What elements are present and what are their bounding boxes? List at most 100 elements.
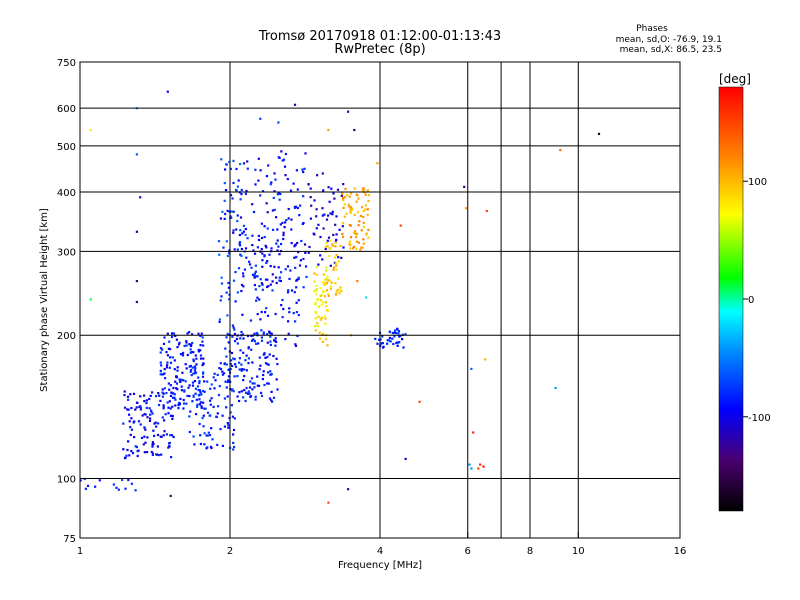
data-point bbox=[319, 235, 322, 239]
data-point bbox=[146, 436, 149, 439]
data-point bbox=[259, 318, 262, 321]
data-point bbox=[341, 192, 344, 195]
data-point bbox=[264, 362, 268, 365]
data-point bbox=[243, 368, 246, 371]
data-point bbox=[242, 351, 245, 354]
data-point bbox=[266, 278, 269, 281]
data-point bbox=[202, 344, 205, 347]
y-tick-label: 75 bbox=[63, 534, 76, 545]
data-point bbox=[180, 389, 183, 392]
data-point bbox=[364, 204, 367, 207]
data-point bbox=[139, 405, 142, 408]
data-point bbox=[276, 388, 279, 391]
data-point bbox=[221, 444, 224, 447]
data-point bbox=[352, 247, 355, 250]
data-point bbox=[244, 233, 247, 236]
data-point bbox=[237, 267, 241, 270]
data-point bbox=[290, 218, 293, 221]
data-point bbox=[343, 203, 346, 206]
data-point bbox=[362, 221, 365, 224]
data-point bbox=[321, 290, 325, 293]
data-point bbox=[255, 275, 258, 278]
data-point bbox=[250, 377, 254, 380]
data-point bbox=[376, 342, 379, 345]
data-point bbox=[337, 256, 340, 259]
data-point bbox=[144, 441, 147, 444]
data-point bbox=[239, 337, 242, 340]
data-point bbox=[272, 228, 275, 231]
data-point bbox=[378, 338, 381, 341]
data-point bbox=[193, 443, 196, 446]
data-point bbox=[232, 181, 235, 185]
colorbar-label: [deg] bbox=[719, 72, 751, 86]
data-point bbox=[233, 445, 236, 449]
data-point bbox=[340, 256, 343, 259]
data-point bbox=[223, 372, 226, 375]
data-point bbox=[352, 232, 355, 235]
data-point bbox=[255, 299, 258, 302]
data-point bbox=[251, 234, 254, 237]
data-point bbox=[186, 332, 189, 335]
data-point bbox=[202, 371, 205, 374]
colorbar-tick-label: 0 bbox=[748, 295, 754, 306]
data-point bbox=[335, 233, 338, 236]
data-point bbox=[231, 197, 234, 200]
data-point bbox=[328, 200, 331, 203]
data-point bbox=[401, 338, 404, 341]
data-point bbox=[391, 337, 394, 340]
data-point bbox=[314, 325, 317, 328]
data-point bbox=[323, 213, 326, 216]
data-point bbox=[280, 242, 283, 246]
data-point bbox=[145, 402, 148, 405]
data-point bbox=[339, 244, 342, 247]
data-point bbox=[191, 333, 194, 336]
data-point bbox=[223, 425, 226, 428]
data-point bbox=[261, 259, 264, 262]
data-point bbox=[276, 239, 279, 242]
data-point bbox=[161, 395, 164, 398]
data-point bbox=[232, 159, 235, 162]
data-point bbox=[314, 312, 317, 315]
data-point bbox=[280, 271, 283, 274]
data-point bbox=[334, 245, 337, 248]
data-point bbox=[79, 479, 82, 482]
data-point bbox=[324, 250, 327, 254]
data-point bbox=[259, 169, 262, 172]
data-point bbox=[166, 354, 169, 357]
data-point bbox=[338, 288, 341, 291]
data-point bbox=[148, 407, 151, 410]
data-point bbox=[294, 320, 297, 323]
data-point bbox=[142, 443, 145, 446]
data-point bbox=[223, 362, 226, 365]
data-point bbox=[265, 261, 268, 264]
data-point bbox=[320, 303, 323, 306]
data-point bbox=[244, 399, 247, 403]
data-point bbox=[149, 394, 152, 397]
data-point bbox=[254, 398, 257, 401]
data-point bbox=[242, 162, 246, 165]
data-point bbox=[189, 348, 192, 351]
data-point bbox=[210, 383, 213, 386]
x-tick-label: 8 bbox=[527, 546, 533, 557]
y-tick-label: 100 bbox=[57, 475, 76, 486]
data-point bbox=[243, 268, 246, 271]
data-point bbox=[213, 387, 216, 390]
data-point bbox=[362, 209, 365, 212]
data-point bbox=[326, 344, 329, 347]
y-axis-label: Stationary phase Virtual Height [km] bbox=[39, 208, 50, 392]
data-point bbox=[229, 194, 233, 197]
data-point bbox=[325, 289, 328, 292]
data-point bbox=[362, 242, 365, 245]
data-point bbox=[349, 206, 352, 209]
data-point bbox=[175, 338, 178, 341]
data-point bbox=[327, 501, 330, 504]
data-point bbox=[285, 219, 288, 222]
data-point bbox=[341, 235, 345, 238]
data-point bbox=[270, 373, 273, 376]
data-point bbox=[143, 435, 146, 438]
data-point bbox=[367, 236, 370, 239]
data-point bbox=[296, 334, 299, 338]
data-point bbox=[322, 189, 325, 192]
data-point bbox=[169, 434, 172, 437]
data-point bbox=[151, 391, 154, 394]
